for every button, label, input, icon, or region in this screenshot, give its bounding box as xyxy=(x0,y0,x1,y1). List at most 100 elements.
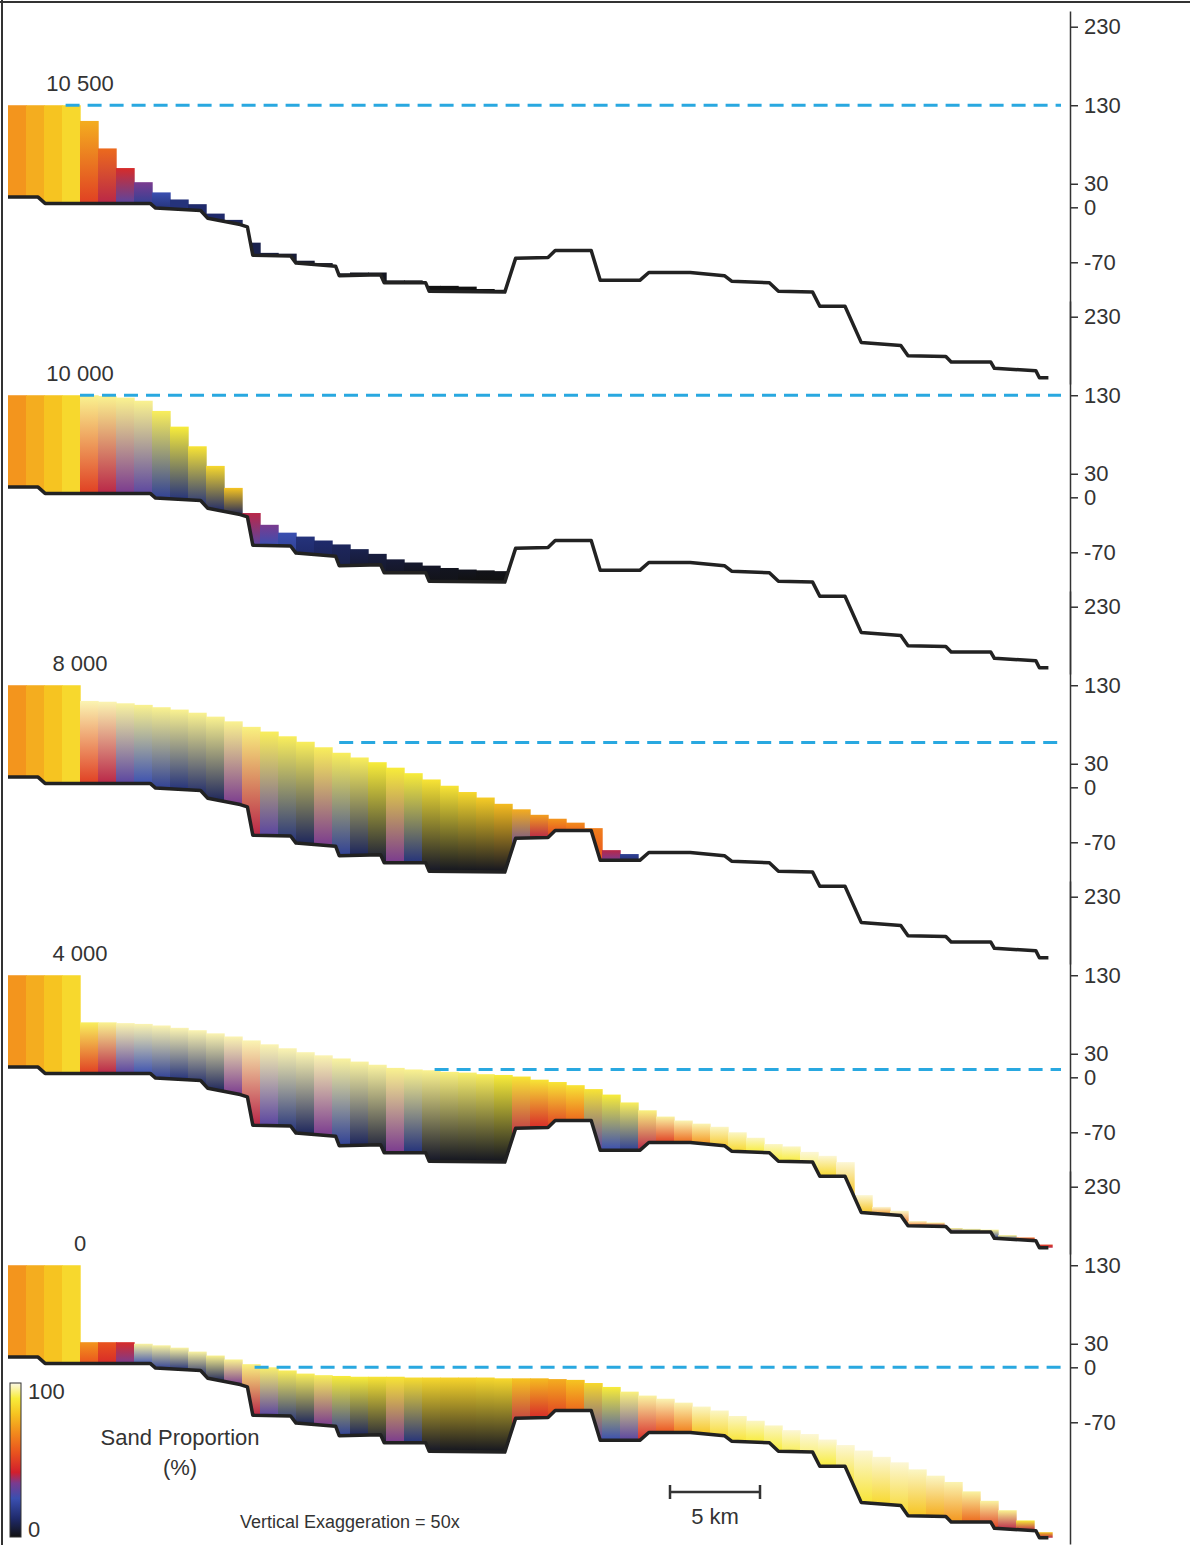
sediment-column xyxy=(8,395,27,487)
tick-mark xyxy=(1070,316,1078,318)
sediment-column xyxy=(314,1055,333,1136)
tick-label: 0 xyxy=(1084,1065,1096,1090)
sediment-column xyxy=(350,1377,369,1436)
sediment-column xyxy=(44,975,63,1073)
tick-label: 130 xyxy=(1084,383,1121,408)
sediment-column xyxy=(8,105,27,197)
sediment-column xyxy=(26,395,45,492)
sediment-column xyxy=(26,685,45,782)
sediment-column xyxy=(566,1085,585,1120)
sediment-column xyxy=(8,975,27,1067)
tick-label: -70 xyxy=(1084,1120,1116,1145)
sediment-column xyxy=(44,105,63,203)
panel-title: 4 000 xyxy=(52,941,107,966)
data-layer xyxy=(8,105,1061,1544)
sediment-column xyxy=(476,1074,495,1162)
sediment-column xyxy=(404,1378,423,1443)
sediment-column xyxy=(170,427,189,500)
frame-left xyxy=(1,0,3,1545)
sea-level xyxy=(66,104,1061,107)
basement-line xyxy=(8,777,1048,958)
sediment-column xyxy=(134,182,153,205)
tick: 30 xyxy=(1070,1331,1108,1356)
sediment-column xyxy=(620,1392,639,1441)
axis-line xyxy=(1070,1172,1072,1545)
tick: 230 xyxy=(1070,14,1121,39)
y-axis: 230130300-70 xyxy=(1070,592,1121,965)
tick-mark xyxy=(1070,1422,1078,1424)
figure: 230130300-7010 500230130300-7010 0002301… xyxy=(0,0,1190,1545)
sea-level xyxy=(255,1366,1061,1369)
panel-title: 10 500 xyxy=(46,71,113,96)
sediment-column xyxy=(98,1022,117,1073)
sea-level xyxy=(80,394,1061,397)
tick-label: 130 xyxy=(1084,963,1121,988)
sediment-column xyxy=(476,1378,495,1452)
tick-mark xyxy=(1070,105,1078,107)
colorbar-title-line: Sand Proportion xyxy=(101,1425,260,1450)
tick-label: 30 xyxy=(1084,461,1108,486)
sediment-column xyxy=(440,568,459,582)
sediment-column xyxy=(170,710,189,790)
tick: 130 xyxy=(1070,383,1121,408)
panel-plot xyxy=(8,395,1061,674)
tick-label: 230 xyxy=(1084,594,1121,619)
colorbar-ramp xyxy=(10,1383,21,1537)
basement-line xyxy=(8,197,1048,378)
tick-label: -70 xyxy=(1084,540,1116,565)
sediment-column xyxy=(728,1416,747,1442)
tick-label: 230 xyxy=(1084,304,1121,329)
basement-mask xyxy=(8,1067,1048,1254)
tick: -70 xyxy=(1070,830,1116,855)
basement-mask xyxy=(8,487,1048,674)
sediment-column xyxy=(152,411,171,499)
sediment-column xyxy=(404,1069,423,1152)
sediment-column xyxy=(206,466,225,512)
tick: 230 xyxy=(1070,1174,1121,1199)
y-axis: 230 130 300 -70 xyxy=(1070,882,1121,1255)
sediment-column xyxy=(404,773,423,863)
tick: 30 xyxy=(1070,171,1108,196)
sediment-column xyxy=(926,1476,945,1517)
sediment-column xyxy=(656,1117,675,1143)
sediment-column xyxy=(386,1377,405,1443)
sediment-column xyxy=(224,721,243,805)
sediment-column xyxy=(440,1072,459,1162)
sediment-column xyxy=(152,707,171,789)
sediment-column xyxy=(224,1036,243,1095)
tick-mark xyxy=(1070,184,1078,186)
tick-mark xyxy=(1070,842,1078,844)
y-axis: 230130300-70 xyxy=(1070,12,1121,385)
tick-mark xyxy=(1070,787,1078,789)
tick: -70 xyxy=(1070,540,1116,565)
tick: -70 xyxy=(1070,1410,1116,1435)
sediment-column xyxy=(530,1080,549,1128)
colorbar: 0100Sand Proportion(%) xyxy=(10,1379,260,1542)
tick: 30 xyxy=(1070,751,1108,776)
sediment-column xyxy=(368,1377,387,1443)
tick-label: 0 xyxy=(1084,775,1096,800)
sediment-column xyxy=(80,701,99,783)
sediment-column xyxy=(62,685,81,783)
tick-mark xyxy=(1070,26,1078,28)
tick-mark xyxy=(1070,1186,1078,1188)
tick-label: 30 xyxy=(1084,1041,1108,1066)
tick-mark xyxy=(1070,606,1078,608)
sediment-column xyxy=(296,742,315,845)
sediment-column xyxy=(386,768,405,863)
sediment-column xyxy=(62,1265,81,1363)
basement-mask xyxy=(8,197,1048,384)
sediment-column xyxy=(206,717,225,802)
sediment-column xyxy=(62,105,81,203)
sediment-column xyxy=(314,1375,333,1426)
tick-label: -70 xyxy=(1084,250,1116,275)
y-axis: 230130300-70 xyxy=(1070,1172,1121,1545)
sediment-column xyxy=(98,148,117,203)
tick-label: 0 xyxy=(1084,485,1096,510)
sediment-column xyxy=(872,1457,891,1505)
sediment-column xyxy=(818,1440,837,1467)
tick-mark xyxy=(1070,1077,1078,1079)
tick: 30 xyxy=(1070,1041,1108,1066)
tick-mark xyxy=(1070,975,1078,977)
sediment-column xyxy=(674,1403,693,1433)
